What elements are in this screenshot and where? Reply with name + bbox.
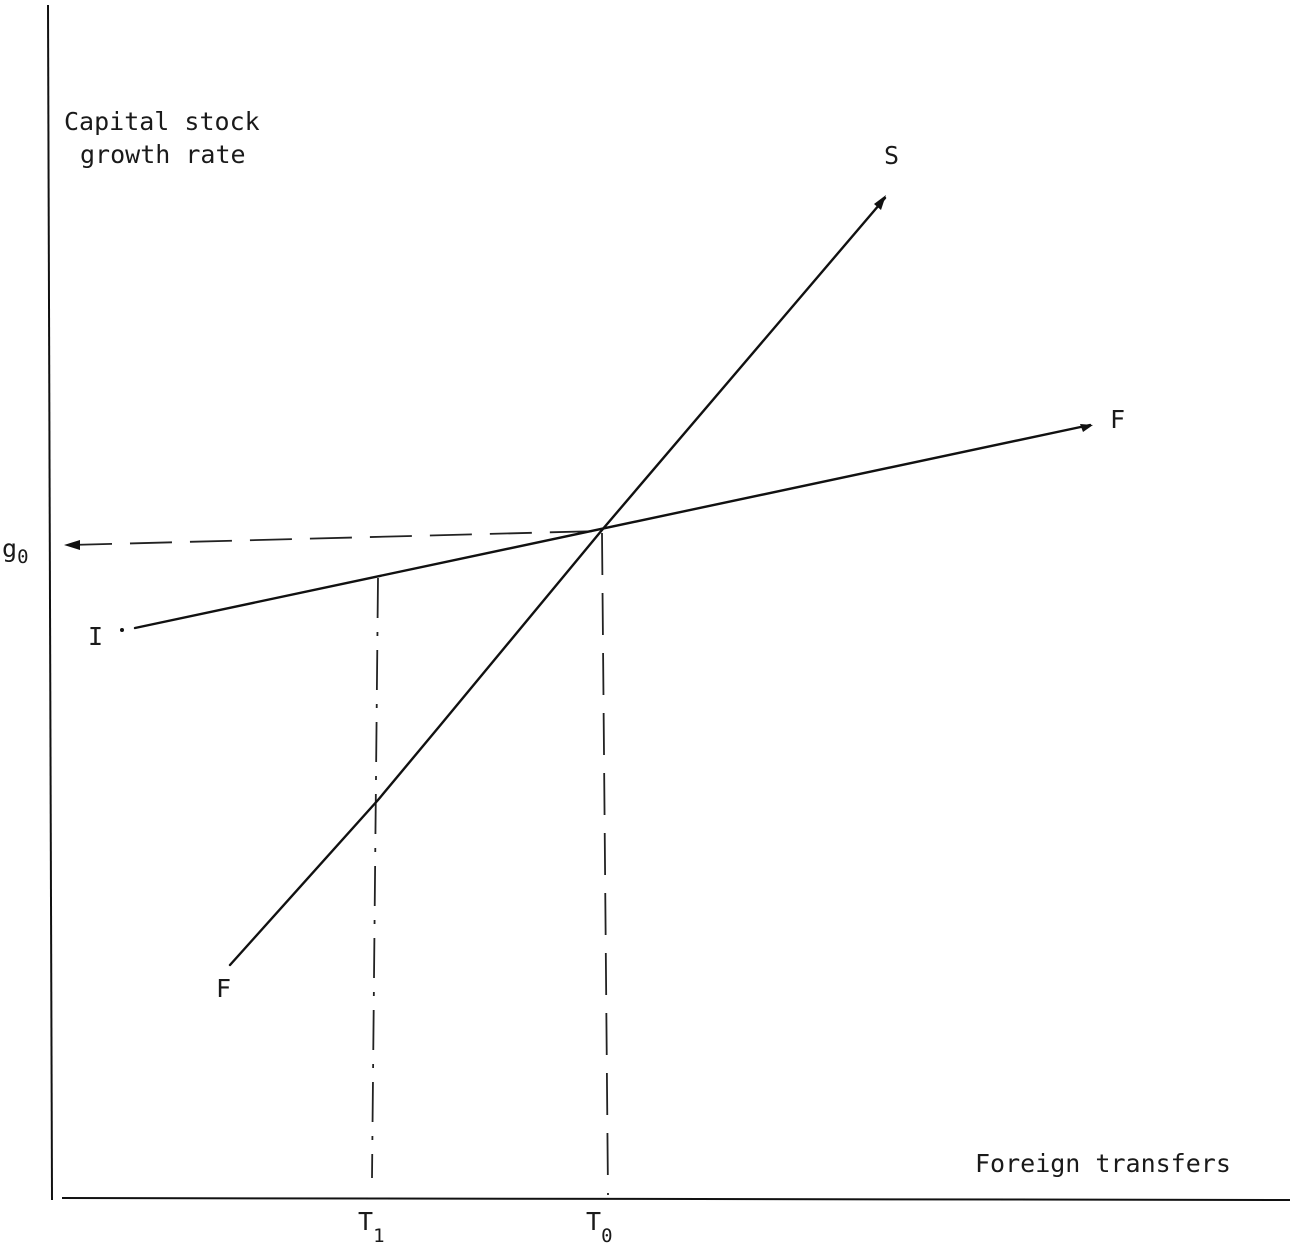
g0-label-sub: 0	[17, 546, 28, 568]
t1-label-sub: 1	[373, 1225, 384, 1247]
g0-label: g0	[2, 534, 29, 568]
steep-curve-fs	[228, 196, 887, 967]
flat-curve-if	[133, 423, 1092, 630]
g0-guide-line	[69, 530, 601, 546]
t0-label-base: T	[586, 1207, 601, 1236]
y-axis	[47, 4, 53, 1201]
flat-curve-end-label: F	[1110, 405, 1125, 434]
t1-label-base: T	[358, 1207, 373, 1236]
steep-curve-end-label: S	[884, 141, 899, 170]
flat-curve-arrowhead	[1080, 424, 1093, 432]
t1-label: T1	[358, 1207, 385, 1247]
g0-arrowhead	[64, 540, 80, 550]
flat-curve-start-label: I	[88, 622, 103, 651]
t0-guide-line	[601, 532, 609, 1196]
x-axis-label: Foreign transfers	[975, 1149, 1231, 1178]
t0-label-sub: 0	[601, 1225, 612, 1247]
y-axis-label-line1: Capital stock	[64, 107, 260, 136]
g0-label-base: g	[2, 534, 17, 563]
t0-label: T0	[586, 1207, 613, 1247]
steep-curve-start-label: F	[216, 974, 231, 1003]
steep-curve-arrowhead	[874, 195, 886, 210]
x-axis	[61, 1197, 1291, 1201]
y-axis-label-line2: growth rate	[80, 140, 246, 169]
flat-curve-start-dot	[120, 628, 124, 632]
t1-guide-line	[371, 577, 379, 1179]
